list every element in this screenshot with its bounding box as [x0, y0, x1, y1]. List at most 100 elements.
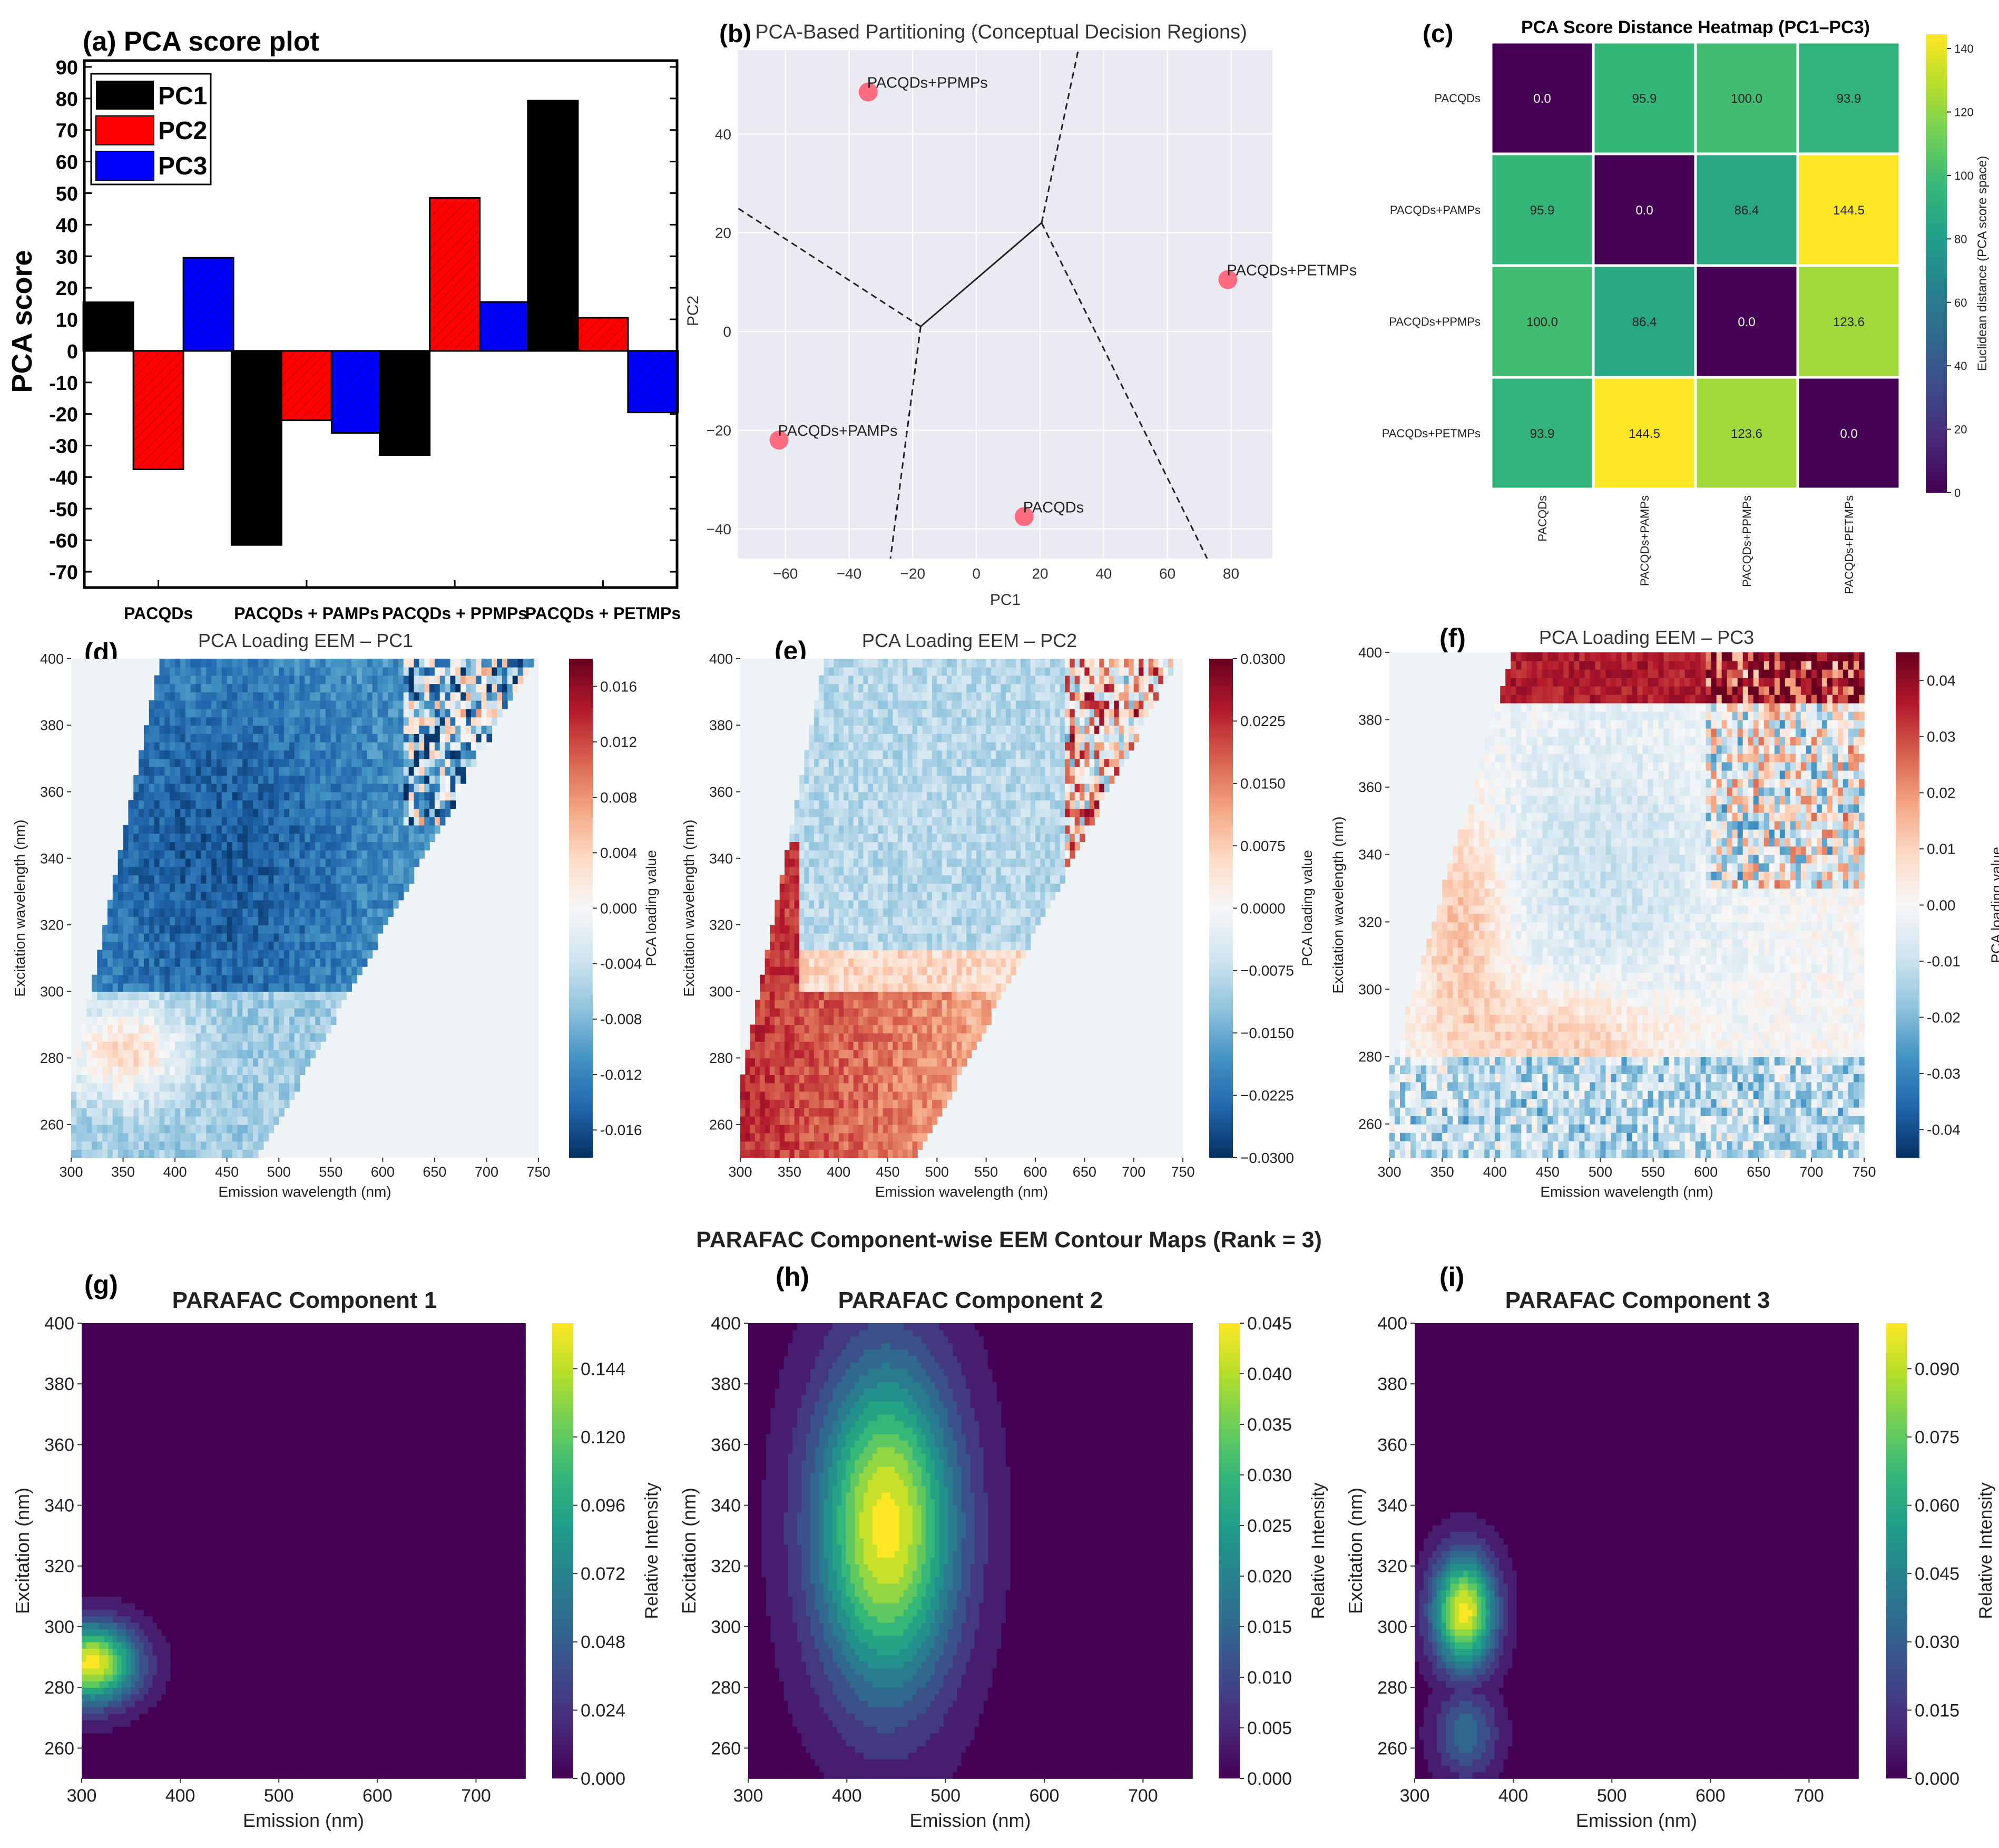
y-tick-label: -10 [49, 373, 78, 395]
eem-cell [242, 1091, 248, 1100]
eem-cell [154, 1050, 160, 1059]
eem-cell [201, 1108, 207, 1117]
eem-cell [227, 1050, 233, 1059]
eem-cell [346, 983, 352, 992]
eem-cell [263, 1116, 269, 1125]
eem-cell [300, 966, 306, 975]
eem-cell [133, 1066, 139, 1075]
eem-cell [196, 1066, 202, 1075]
eem-cell [279, 1008, 285, 1017]
eem-cell [248, 1050, 253, 1059]
eem-cell [133, 958, 139, 967]
eem-cell [248, 1008, 253, 1017]
eem-cell [97, 1008, 103, 1017]
eem-cell [180, 966, 186, 975]
x-tick-label: PACQDs + PETMPs [525, 604, 681, 623]
bar-pc2-0 [133, 351, 183, 470]
eem-cell [206, 983, 212, 992]
eem-cell [185, 1141, 191, 1150]
eem-cell [133, 1149, 139, 1158]
y-tick-label: −20 [707, 422, 732, 438]
eem-cell [326, 991, 331, 1000]
eem-cell [331, 1008, 337, 1017]
eem-cell [123, 1033, 129, 1042]
eem-cell [206, 1116, 212, 1125]
eem-cell [258, 1041, 264, 1050]
eem-cell [82, 1074, 87, 1083]
eem-cell [133, 975, 139, 984]
eem-cell [320, 975, 326, 984]
eem-cell [133, 1091, 139, 1100]
eem-cell [273, 983, 279, 992]
eem-cell [128, 1000, 134, 1009]
eem-cell [175, 1000, 181, 1009]
eem-cell [253, 1100, 259, 1109]
eem-cell [284, 1016, 290, 1025]
eem-cell [310, 983, 316, 992]
eem-cell [341, 983, 347, 992]
eem-cell [242, 975, 248, 984]
eem-cell [71, 1100, 77, 1109]
eem-cell [128, 1149, 134, 1158]
y-tick-label: -60 [49, 530, 78, 552]
colorbar-tick-label: 60 [1954, 296, 1967, 309]
eem-cell [82, 1083, 87, 1092]
cell-value: 0.0 [1533, 92, 1551, 106]
eem-cell [185, 1149, 191, 1158]
eem-cell [107, 1066, 113, 1075]
colorbar [1926, 34, 1947, 493]
eem-cell [118, 958, 124, 967]
eem-cell [336, 991, 342, 1000]
eem-cell [295, 975, 300, 984]
eem-cell [107, 1008, 113, 1017]
eem-cell [149, 1008, 155, 1017]
eem-cell [123, 1058, 129, 1067]
eem-cell [232, 1066, 238, 1075]
panel-d-title: PCA Loading EEM – PC1 [198, 630, 413, 651]
cell-value: 144.5 [1833, 203, 1865, 218]
cell-value: 100.0 [1731, 92, 1762, 106]
eem-cell [82, 1033, 87, 1042]
eem-cell [320, 1033, 326, 1042]
eem-cell [154, 1116, 160, 1125]
eem-cell [289, 991, 295, 1000]
eem-cell [232, 1100, 238, 1109]
legend-swatch-pc1 [96, 81, 154, 110]
eem-cell [97, 1074, 103, 1083]
eem-cell [222, 1125, 228, 1133]
eem-cell [107, 1091, 113, 1100]
eem-cell [305, 1000, 311, 1009]
eem-cell [154, 991, 160, 1000]
eem-cell [113, 1016, 119, 1025]
eem-cell [185, 983, 191, 992]
eem-cell [191, 1074, 197, 1083]
eem-cell [305, 1058, 311, 1067]
eem-cell [175, 983, 181, 992]
eem-cell [164, 1100, 170, 1109]
eem-cell [237, 1091, 243, 1100]
y-tick-label: 60 [56, 152, 78, 174]
eem-cell [180, 1033, 186, 1042]
eem-cell [326, 1016, 331, 1025]
eem-cell [191, 1116, 197, 1125]
cell-value: 144.5 [1629, 427, 1660, 441]
eem-cell [170, 1074, 175, 1083]
eem-cell [196, 1074, 202, 1083]
eem-cell [289, 1083, 295, 1092]
eem-cell [217, 1066, 222, 1075]
eem-cell [144, 975, 150, 984]
eem-cell [191, 1058, 197, 1067]
eem-cell [92, 1149, 97, 1158]
eem-cell [133, 1041, 139, 1050]
eem-cell [315, 1024, 321, 1033]
eem-cell [248, 1116, 253, 1125]
eem-cell [128, 1050, 134, 1059]
eem-cell [92, 1100, 97, 1109]
eem-cell [273, 966, 279, 975]
eem-cell [227, 1116, 233, 1125]
eem-cell [107, 991, 113, 1000]
eem-cell [149, 1024, 155, 1033]
eem-cell [289, 1058, 295, 1067]
eem-cell [87, 1083, 93, 1092]
eem-cell [227, 1125, 233, 1133]
